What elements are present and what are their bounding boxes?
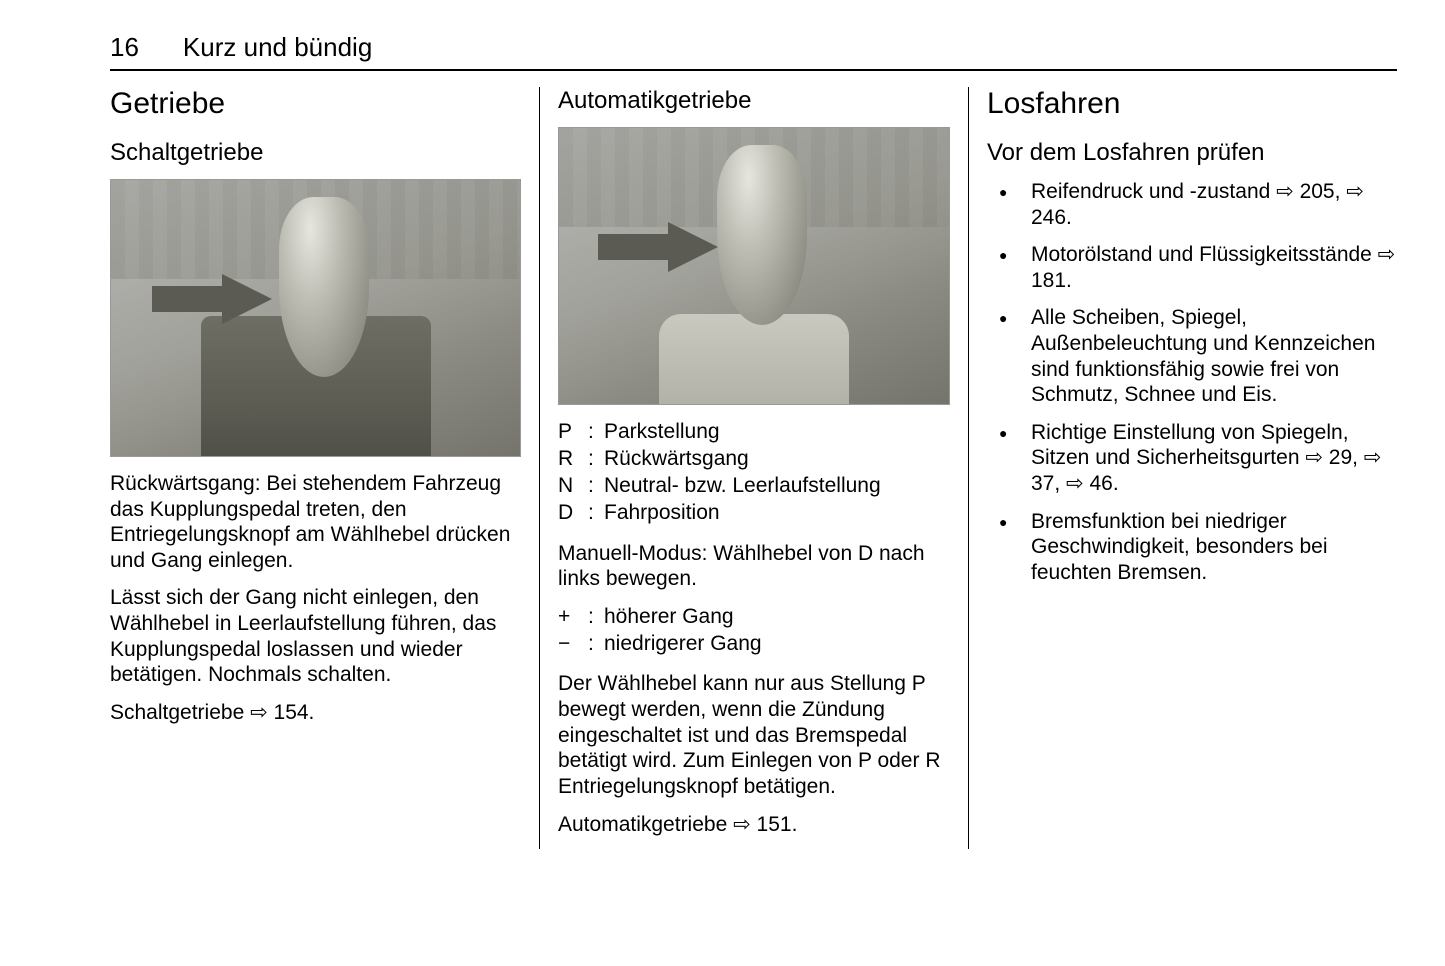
column-3: Losfahren Vor dem Losfahren prüfen Reife… xyxy=(968,87,1397,849)
arrow-icon xyxy=(598,222,718,272)
list-item: Reifendruck und -zustand ⇨ 205, ⇨ 246. xyxy=(987,179,1397,230)
section-heading-getriebe: Getriebe xyxy=(110,87,521,121)
value: Parkstellung xyxy=(604,419,950,446)
gear-position-list: P:Parkstellung R:Rückwärtsgang N:Neutral… xyxy=(558,419,950,527)
key: + xyxy=(558,604,588,631)
key: R xyxy=(558,446,588,473)
section-heading-losfahren: Losfahren xyxy=(987,87,1397,121)
list-item: +:höherer Gang xyxy=(558,604,950,631)
paragraph-reference: Automatikgetriebe ⇨ 151. xyxy=(558,812,950,838)
column-2: Automatikgetriebe P:Parkstellung R:Rückw… xyxy=(539,87,968,849)
manual-mode-list: +:höherer Gang −:niedrigerer Gang xyxy=(558,604,950,658)
subsection-vor-dem-losfahren: Vor dem Losfahren prüfen xyxy=(987,139,1397,167)
illustration-manual-gear xyxy=(110,179,521,457)
list-item: N:Neutral- bzw. Leerlaufstellung xyxy=(558,473,950,500)
key: P xyxy=(558,419,588,446)
chapter-title: Kurz und bündig xyxy=(183,32,372,63)
list-item: −:niedrigerer Gang xyxy=(558,631,950,658)
list-item: D:Fahrposition xyxy=(558,500,950,527)
paragraph: Lässt sich der Gang nicht einlegen, den … xyxy=(110,585,521,687)
key: N xyxy=(558,473,588,500)
illustration-automatic-gear xyxy=(558,127,950,405)
value: Rückwärtsgang xyxy=(604,446,950,473)
value: Neutral- bzw. Leerlaufstellung xyxy=(604,473,950,500)
value: höherer Gang xyxy=(604,604,950,631)
column-1: Getriebe Schaltgetriebe Rückwärtsgang: B… xyxy=(110,87,539,849)
paragraph: Der Wählhebel kann nur aus Stellung P be… xyxy=(558,671,950,799)
subsection-schaltgetriebe: Schaltgetriebe xyxy=(110,139,521,167)
list-item: Richtige Einstellung von Spiegeln, Sitze… xyxy=(987,420,1397,497)
list-item: Motorölstand und Flüssigkeitsstände ⇨ 18… xyxy=(987,242,1397,293)
list-item: R:Rückwärtsgang xyxy=(558,446,950,473)
value: niedrigerer Gang xyxy=(604,631,950,658)
page-number: 16 xyxy=(110,32,139,63)
subsection-automatikgetriebe: Automatikgetriebe xyxy=(558,87,950,115)
key: − xyxy=(558,631,588,658)
list-item: Bremsfunktion bei niedriger Geschwindigk… xyxy=(987,509,1397,586)
list-item: Alle Scheiben, Spiegel, Außenbeleuchtung… xyxy=(987,305,1397,407)
key: D xyxy=(558,500,588,527)
paragraph-reference: Schaltgetriebe ⇨ 154. xyxy=(110,700,521,726)
content-columns: Getriebe Schaltgetriebe Rückwärtsgang: B… xyxy=(110,87,1397,849)
paragraph: Manuell-Modus: Wählhebel von D nach link… xyxy=(558,541,950,592)
paragraph: Rückwärtsgang: Bei stehendem Fahrzeug da… xyxy=(110,471,521,573)
value: Fahrposition xyxy=(604,500,950,527)
page-header: 16 Kurz und bündig xyxy=(110,32,1397,71)
check-list: Reifendruck und -zustand ⇨ 205, ⇨ 246. M… xyxy=(987,179,1397,586)
list-item: P:Parkstellung xyxy=(558,419,950,446)
arrow-icon xyxy=(152,274,272,324)
